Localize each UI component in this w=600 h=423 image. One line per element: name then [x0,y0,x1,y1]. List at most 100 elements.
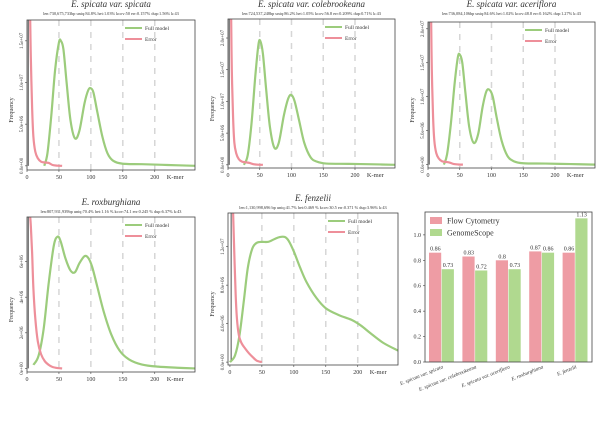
kmer-panel-4: E. roxburghiana len:807,931,939bp uniq:70… [9,197,196,383]
bar-value-label: 0.86 [564,247,575,253]
y-tick-label: 1.5e+07 [20,32,25,49]
legend-label: Full model [545,28,569,34]
y-tick-label: 8.0e+06 [221,277,226,294]
bar-value-label: 1.13 [576,212,587,218]
panel-stats: len:736,084,106bp uniq:84.6% het:1.02% k… [442,11,581,17]
panel-stats: len:730,675,733bp uniq:84.8% het:1.03% k… [43,11,179,17]
x-tick-label: 200 [353,370,362,376]
y-tick-label: 1.0e+07 [221,93,226,110]
curves [229,213,398,364]
kmer-panel-2: E. spicata var. colebrookeana len:724,537… [210,0,396,179]
panel-title: E. spicata var. spicata [70,0,151,9]
flow-cytometry-bar [462,256,475,362]
x-tick-label: 0 [228,370,231,376]
panel-stats: len:724,537,248bp uniq:86.2% het:1.05% k… [242,11,381,17]
x-tick-label: 100 [287,173,296,179]
legend-swatch [430,217,442,224]
y-tick-label: 0.0e+00 [221,353,226,370]
legend-label: Error [345,36,357,42]
bar-value-label: 0.86 [430,247,441,253]
x-tick-label: 150 [519,173,528,179]
y-tick-label: 1.0e+07 [421,88,426,105]
y-tick-label: 0.0 [414,360,422,366]
genomescope-bar [475,270,488,362]
x-tick-label: 150 [118,175,127,181]
category-label: E. spicata var. colebrookeana [417,364,478,393]
full-model-line [43,38,195,167]
legend-label: Full model [348,219,372,225]
x-tick-label: 50 [457,173,463,179]
x-tick-label: 0 [26,377,29,383]
genomescope-bar [541,252,555,362]
x-tick-label: 100 [487,173,496,179]
plot-frame [26,216,196,373]
legend-label: Flow Cytometry [447,217,500,226]
flow-cytometry-bar [529,251,542,362]
genomescope-bar [508,269,521,362]
full-model-line [242,38,395,166]
kmer-panel-5: E. fenzelii len:1,130,998,696 bp uniq:41.… [210,193,399,376]
panel-title: E. spicata var. aceriflora [466,0,557,9]
y-tick-label: 4e+06 [20,290,25,303]
legend-label: Error [145,37,157,43]
panel-title: E. spicata var. colebrookeana [257,0,365,9]
legend-label: Error [348,230,360,236]
x-tick-label: 100 [86,377,95,383]
y-tick-label: 6e+06 [20,255,25,268]
bar-value-label: 0.86 [543,247,554,253]
y-tick-label: 0e+00 [20,362,25,375]
full-model-line [442,52,595,166]
legend-swatch [430,229,442,236]
panel-stats: len:1,130,998,696 bp uniq:41.7% het:0.46… [239,205,386,211]
legend-label: Error [545,39,557,45]
y-tick-label: 5.0e+06 [421,122,426,139]
panel-stats: len:807,931,939bp uniq:70.4% het:1.16 % … [41,209,182,215]
x-tick-label: 200 [150,175,159,181]
y-tick-label: 0.6 [414,284,422,290]
bar-value-label: 0.83 [464,250,475,256]
y-tick-label: 5.0e+06 [20,116,25,133]
y-tick-label: 0.0e+00 [20,157,25,174]
error-line [232,213,263,364]
x-tick-label: 0 [427,173,430,179]
plot-frame [427,21,596,169]
y-tick-label: 2.0e+07 [221,29,226,46]
error-line [29,217,63,370]
x-tick-label: 150 [321,370,330,376]
x-tick-label: 200 [550,173,559,179]
x-axis-label: K-mer [567,172,585,179]
y-tick-label: 1.2e+07 [221,238,226,255]
legend-label: Full model [145,26,169,32]
y-axis-label: Frequency [210,96,216,121]
x-tick-label: 0 [227,173,230,179]
x-tick-label: 50 [259,370,265,376]
flow-cytometry-bar [495,260,508,362]
bar-value-label: 0.73 [443,263,454,269]
plot-frame [227,18,396,169]
kmer-panel-1: E. spicata var. spicata len:730,675,733bp… [9,0,196,181]
x-tick-label: 0 [26,175,29,181]
curves [27,20,195,167]
y-tick-label: 0.8 [414,258,422,264]
panel-title: E. roxburghiana [81,197,141,207]
x-tick-label: 50 [257,173,263,179]
y-axis-label: Frequency [9,97,15,122]
x-tick-label: 50 [56,377,62,383]
curves [428,22,595,166]
bar-value-label: 0.72 [476,264,487,270]
y-tick-label: 0.4 [414,309,422,315]
y-axis-label: Frequency [9,297,15,322]
x-tick-label: 100 [289,370,298,376]
y-tick-label: 1.0e+07 [20,74,25,91]
x-tick-label: 150 [118,377,127,383]
x-tick-label: 200 [150,377,159,383]
error-line [29,20,63,167]
y-axis-label: Frequency [410,97,416,122]
x-axis-label: K-mer [167,174,185,181]
legend-label: GenomeScope [447,229,494,238]
y-tick-label: 2.0e+07 [421,20,426,37]
flow-cytometry-bar [562,252,575,362]
genomescope-bar [441,269,454,362]
legend-label: Error [145,234,157,240]
category-label: E. roxburghiana [510,364,545,383]
